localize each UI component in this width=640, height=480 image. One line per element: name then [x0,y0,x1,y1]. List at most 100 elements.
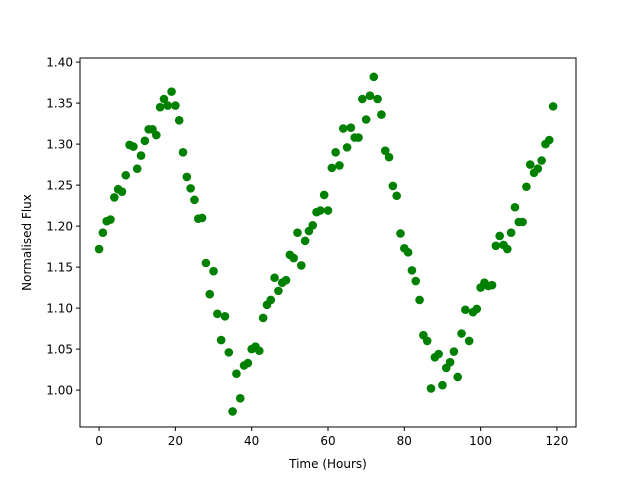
data-point [243,358,253,368]
data-point [171,101,180,110]
data-point [407,266,417,275]
data-point [388,181,398,191]
y-tick-label: 1.40 [46,55,73,69]
data-point [396,229,405,238]
data-point [342,143,352,152]
data-point [197,213,207,223]
data-point [518,217,527,227]
data-point [472,304,482,314]
x-tick-label: 60 [320,434,335,448]
data-point [449,347,459,356]
data-point [380,146,390,155]
data-point [533,164,543,173]
data-point [121,170,131,180]
data-point [403,248,413,257]
data-point [220,312,230,321]
x-tick-label: 80 [397,434,412,448]
data-point [415,295,424,305]
data-point [110,193,119,202]
data-point [270,273,279,283]
data-point [266,295,276,305]
y-axis-label: Normalised Flux [20,194,34,291]
data-point [361,115,371,124]
data-point [438,380,447,390]
y-axis-ticks: 1.00 1.05 1.10 1.15 1.20 1.25 1.30 1.35 1.40 [46,55,80,397]
data-point [216,335,226,345]
x-tick-label: 100 [469,434,492,448]
data-point [159,94,169,104]
data-point [495,231,504,241]
data-point [457,329,466,338]
data-point [453,372,463,382]
data-point [503,244,512,254]
y-tick-label: 1.00 [46,383,73,397]
data-point [354,133,363,142]
data-point [358,94,367,104]
data-point [316,206,325,215]
data-point [274,286,283,296]
data-point [384,152,394,162]
data-point [228,407,237,416]
data-point [327,163,337,173]
data-point [106,215,115,224]
data-point [319,190,329,200]
data-point [300,236,310,246]
data-point [293,228,302,237]
data-point [335,161,344,170]
data-point [213,309,222,319]
data-point [461,305,470,315]
data-point [155,102,165,112]
x-tick-label: 120 [545,434,568,448]
data-point [522,182,531,192]
data-point [163,101,173,110]
data-point [308,220,318,230]
data-point [182,172,192,182]
data-point [487,280,497,290]
data-point [426,384,436,393]
data-point [506,228,516,237]
data-point [152,130,161,140]
data-point [338,124,348,133]
data-point [369,72,379,82]
x-tick-label: 40 [244,434,259,448]
x-axis-ticks: 0 20 40 60 80 100 120 [95,427,568,448]
y-tick-label: 1.20 [46,219,73,233]
y-tick-label: 1.35 [46,96,73,110]
y-tick-label: 1.05 [46,342,73,356]
data-point [178,148,188,157]
data-point [346,123,356,132]
data-point [296,261,306,270]
data-point [140,136,150,146]
data-point [132,164,142,173]
data-point [98,228,108,237]
data-point [544,135,554,145]
data-point [209,266,218,276]
data-point [365,91,375,101]
data-point [491,241,501,251]
data-point [289,253,298,263]
data-point [548,102,558,111]
data-point [224,348,234,357]
data-point [201,258,211,268]
data-point [323,206,333,215]
data-point [255,346,264,356]
data-point [258,313,268,323]
data-point [525,160,535,169]
data-point [235,394,245,403]
data-point [411,276,421,286]
data-point [232,369,241,379]
data-point [117,187,127,196]
x-tick-label: 20 [168,434,183,448]
data-point [129,142,138,151]
data-point [373,94,382,104]
data-point [422,336,432,346]
y-tick-label: 1.25 [46,178,73,192]
x-tick-label: 0 [95,434,103,448]
data-point [445,357,455,367]
data-point [167,87,176,96]
y-tick-label: 1.10 [46,301,73,315]
data-point [190,195,199,205]
y-tick-label: 1.15 [46,260,73,274]
